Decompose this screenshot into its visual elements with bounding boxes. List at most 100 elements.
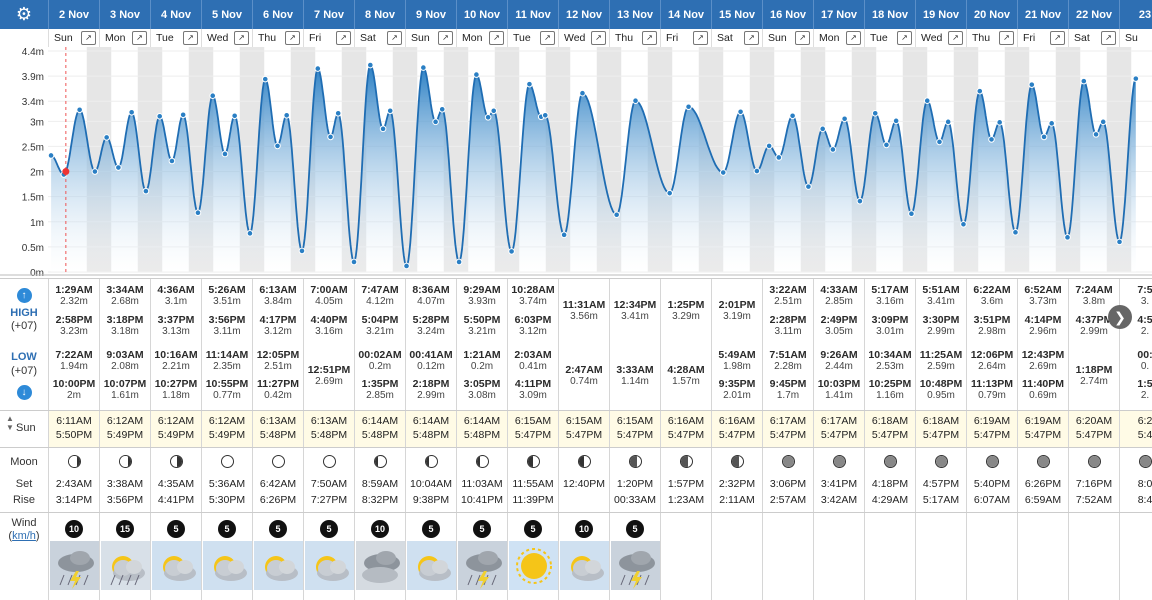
date-cell[interactable]: 21 Nov: [1017, 0, 1068, 29]
tide-extremum-point[interactable]: [386, 107, 394, 115]
expand-icon[interactable]: ↗: [540, 31, 555, 45]
tide-extremum-point[interactable]: [1048, 120, 1055, 127]
expand-icon[interactable]: ↗: [81, 31, 96, 45]
expand-icon[interactable]: ↗: [336, 31, 351, 45]
settings-button[interactable]: ⚙: [0, 0, 48, 29]
tide-extremum-point[interactable]: [526, 80, 533, 88]
tide-extremum-point[interactable]: [579, 89, 586, 97]
tide-extremum-point[interactable]: [996, 119, 1003, 126]
date-cell[interactable]: 12 Nov: [558, 0, 609, 29]
tide-extremum-point[interactable]: [666, 189, 673, 197]
tide-extremum-point[interactable]: [988, 136, 995, 143]
tide-extremum-point[interactable]: [115, 164, 122, 171]
tide-extremum-point[interactable]: [908, 210, 915, 218]
scroll-up-button[interactable]: ↑: [0, 288, 48, 303]
tide-extremum-point[interactable]: [128, 108, 135, 116]
tide-extremum-point[interactable]: [76, 106, 83, 114]
tide-extremum-point[interactable]: [1040, 133, 1048, 141]
tide-extremum-point[interactable]: [737, 108, 744, 116]
date-cell[interactable]: 11 Nov: [507, 0, 558, 29]
tide-extremum-point[interactable]: [168, 157, 176, 165]
tide-extremum-point[interactable]: [1132, 75, 1140, 82]
date-cell[interactable]: 7 Nov: [303, 0, 354, 29]
tide-extremum-point[interactable]: [936, 138, 943, 146]
wind-unit-link[interactable]: km/h: [12, 530, 36, 542]
date-cell[interactable]: 10 Nov: [456, 0, 507, 29]
expand-icon[interactable]: ↗: [591, 31, 606, 45]
tide-extremum-point[interactable]: [944, 118, 952, 126]
tide-extremum-point[interactable]: [298, 247, 306, 255]
date-cell[interactable]: 17 Nov: [813, 0, 864, 29]
expand-icon[interactable]: ↗: [948, 31, 963, 45]
tide-extremum-point[interactable]: [632, 97, 639, 105]
tide-extremum-point[interactable]: [1028, 81, 1036, 88]
expand-icon[interactable]: ↗: [1101, 31, 1116, 45]
expand-icon[interactable]: ↗: [693, 31, 708, 45]
tide-extremum-point[interactable]: [685, 103, 692, 111]
date-cell[interactable]: 8 Nov: [354, 0, 405, 29]
tide-extremum-point[interactable]: [871, 109, 879, 117]
expand-icon[interactable]: ↗: [1050, 31, 1065, 45]
expand-icon[interactable]: ↗: [387, 31, 402, 45]
expand-icon[interactable]: ↗: [642, 31, 657, 45]
tide-extremum-point[interactable]: [789, 112, 796, 120]
next-button[interactable]: ❯: [1108, 305, 1132, 329]
date-cell[interactable]: 9 Nov: [405, 0, 456, 29]
expand-icon[interactable]: ↗: [183, 31, 198, 45]
tide-extremum-point[interactable]: [1064, 234, 1071, 241]
tide-extremum-point[interactable]: [367, 61, 374, 69]
tide-extremum-point[interactable]: [883, 141, 890, 149]
tide-extremum-point[interactable]: [314, 65, 322, 72]
tide-extremum-point[interactable]: [719, 169, 727, 176]
tide-extremum-point[interactable]: [379, 125, 387, 133]
tide-extremum-point[interactable]: [194, 209, 202, 217]
tide-extremum-point[interactable]: [960, 220, 967, 228]
tide-extremum-point[interactable]: [420, 64, 427, 71]
tide-extremum-point[interactable]: [508, 248, 515, 255]
date-cell[interactable]: 19 Nov: [915, 0, 966, 29]
tide-extremum-point[interactable]: [246, 230, 254, 237]
tide-extremum-point[interactable]: [47, 152, 55, 159]
date-cell[interactable]: 2 Nov: [48, 0, 99, 29]
date-cell[interactable]: 14 Nov: [660, 0, 711, 29]
date-cell[interactable]: 16 Nov: [762, 0, 813, 29]
tide-extremum-point[interactable]: [350, 258, 358, 266]
date-cell[interactable]: 18 Nov: [864, 0, 915, 29]
tide-extremum-point[interactable]: [231, 112, 238, 120]
tide-extremum-point[interactable]: [490, 107, 498, 115]
tide-extremum-point[interactable]: [819, 125, 826, 133]
date-cell[interactable]: 22 Nov: [1068, 0, 1119, 29]
date-cell[interactable]: 5 Nov: [201, 0, 252, 29]
tide-extremum-point[interactable]: [327, 133, 334, 141]
tide-extremum-point[interactable]: [283, 111, 290, 119]
date-cell[interactable]: 15 Nov: [711, 0, 762, 29]
date-cell[interactable]: 13 Nov: [609, 0, 660, 29]
tide-extremum-point[interactable]: [209, 92, 217, 100]
tide-extremum-point[interactable]: [923, 97, 931, 105]
tide-extremum-point[interactable]: [438, 105, 446, 113]
expand-icon[interactable]: ↗: [234, 31, 249, 45]
tide-extremum-point[interactable]: [829, 146, 837, 153]
expand-icon[interactable]: ↗: [897, 31, 912, 45]
expand-icon[interactable]: ↗: [285, 31, 300, 45]
tide-extremum-point[interactable]: [976, 87, 984, 95]
tide-extremum-point[interactable]: [221, 150, 229, 158]
tide-extremum-point[interactable]: [274, 142, 281, 150]
tide-extremum-point[interactable]: [156, 112, 163, 120]
tide-extremum-point[interactable]: [432, 118, 439, 126]
tide-extremum-point[interactable]: [334, 109, 342, 117]
tide-extremum-point[interactable]: [261, 75, 269, 83]
tide-extremum-point[interactable]: [805, 183, 812, 190]
date-cell[interactable]: 20 Nov: [966, 0, 1017, 29]
expand-icon[interactable]: ↗: [489, 31, 504, 45]
tide-extremum-point[interactable]: [765, 142, 773, 150]
expand-icon[interactable]: ↗: [999, 31, 1014, 45]
tide-extremum-point[interactable]: [1116, 238, 1123, 246]
date-cell[interactable]: 23: [1119, 0, 1152, 29]
tide-extremum-point[interactable]: [179, 111, 187, 119]
tide-extremum-point[interactable]: [1099, 118, 1107, 126]
tide-extremum-point[interactable]: [541, 111, 549, 119]
tide-extremum-point[interactable]: [1092, 131, 1100, 138]
expand-icon[interactable]: ↗: [795, 31, 810, 45]
expand-icon[interactable]: ↗: [846, 31, 861, 45]
